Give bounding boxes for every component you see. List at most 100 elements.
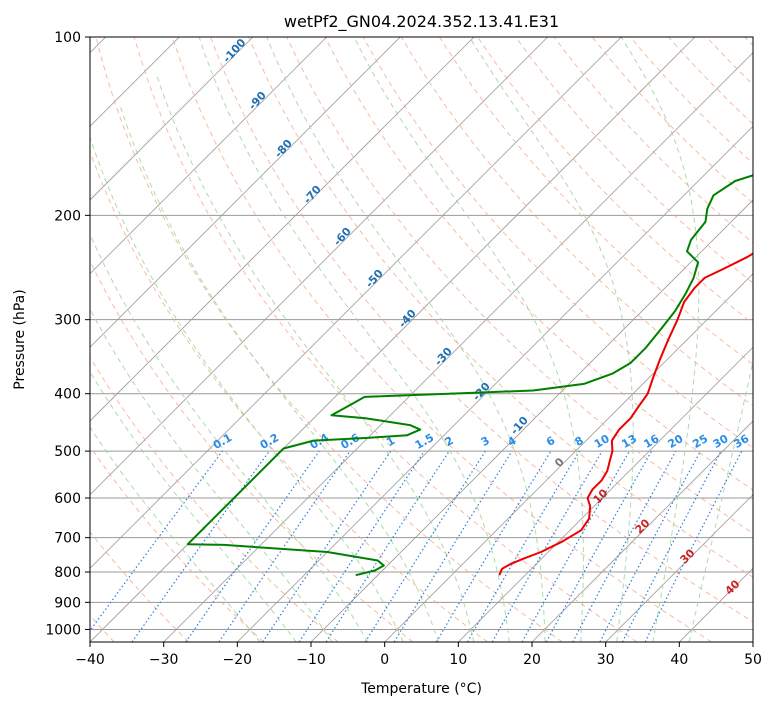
mixing-ratio-label: 1.5 — [413, 431, 436, 452]
mixing-ratio-line — [599, 450, 702, 642]
dry-adiabat-line — [90, 259, 414, 642]
mixing-ratio-line — [644, 450, 743, 642]
moist-adiabat-line — [620, 37, 700, 642]
mixing-ratio-label: 30 — [711, 432, 731, 451]
moist-adiabat-line — [90, 370, 297, 642]
mixing-ratio-line — [521, 450, 631, 642]
dry-adiabat-label: -30 — [432, 345, 455, 369]
x-axis-label: Temperature (°C) — [360, 681, 482, 697]
x-tick-label: −30 — [149, 652, 179, 668]
mixing-ratio-line — [218, 450, 351, 642]
mixing-ratio-line — [90, 450, 223, 632]
dry-adiabat-line — [248, 37, 753, 578]
x-tick-label: 50 — [744, 652, 762, 668]
mixing-ratio-line — [262, 450, 392, 642]
mixing-ratio-line — [393, 450, 513, 642]
y-tick-label: 1000 — [45, 622, 81, 638]
mixing-ratio-label: 3 — [479, 434, 492, 449]
y-tick-label: 400 — [54, 387, 81, 403]
moist-adiabat-line — [119, 104, 439, 642]
dry-adiabat-label: -70 — [301, 183, 324, 207]
x-tick-label: 30 — [597, 652, 615, 668]
mixing-ratio-label: 0.6 — [338, 431, 362, 452]
dry-adiabat-line — [90, 356, 339, 642]
x-tick-label: 20 — [523, 652, 541, 668]
moist-adiabat-line — [266, 37, 546, 642]
mixing-ratio-line — [131, 450, 270, 642]
isotherm-line — [90, 37, 475, 422]
x-tick-label: −20 — [223, 652, 253, 668]
mixing-ratio-line — [298, 450, 425, 642]
dry-adiabat-line — [515, 37, 753, 284]
dry-adiabat-line — [477, 37, 753, 325]
dry-adiabat-line — [438, 37, 753, 366]
y-tick-label: 800 — [54, 565, 81, 581]
moist-adiabat-label: 20 — [633, 516, 653, 536]
moist-adiabat-line — [688, 358, 753, 642]
isotherm-line — [531, 420, 753, 642]
dry-adiabat-label: -100 — [220, 36, 248, 65]
moist-adiabat-line — [90, 426, 261, 642]
dry-adiabat-label: -60 — [331, 225, 354, 249]
x-tick-label: −40 — [75, 652, 105, 668]
moist-adiabat-line — [353, 37, 584, 642]
y-axis-ticks: 100 200 300 400 500 600 700 800 900 1000 — [45, 30, 90, 638]
x-axis-ticks: −40 −30 −20 −10 0 10 20 30 40 50 — [75, 642, 762, 668]
moist-adiabat-label: 0 — [552, 455, 567, 470]
y-axis-label: Pressure (hPa) — [12, 289, 28, 389]
isotherm-line — [605, 494, 753, 642]
dry-adiabat-label: -90 — [246, 89, 269, 113]
moist-adiabat-line — [155, 72, 475, 642]
dry-adiabat-line — [553, 37, 753, 244]
dry-adiabat-line — [95, 37, 563, 642]
dry-adiabat-line — [90, 445, 264, 642]
isotherm-line — [752, 641, 753, 642]
isotherm-line — [90, 37, 327, 275]
isobar-lines — [90, 37, 753, 630]
dry-adiabat-label: -40 — [396, 307, 419, 331]
y-tick-label: 500 — [54, 444, 81, 460]
dry-adiabat-line — [171, 37, 712, 642]
moist-adiabat-lines — [90, 37, 753, 642]
moist-adiabat-line — [90, 308, 333, 642]
isotherm-line — [90, 37, 622, 569]
temperature-profile-line — [498, 252, 753, 576]
mixing-ratio-line — [545, 450, 653, 642]
dry-adiabat-label: -80 — [272, 137, 295, 161]
plot-area: 0.1 0.2 0.4 0.6 1 1.5 2 3 4 6 8 10 13 16 20 25 30 36-100-… — [90, 36, 753, 642]
moist-adiabat-line — [90, 135, 404, 642]
mixing-ratio-line — [572, 450, 677, 642]
chart-title: wetPf2_GN04.2024.352.13.41.E31 — [284, 12, 559, 32]
y-tick-label: 200 — [54, 208, 81, 224]
mixing-ratio-lines — [90, 450, 743, 642]
x-tick-label: 10 — [449, 652, 467, 668]
x-tick-label: −10 — [296, 652, 326, 668]
dry-adiabat-line — [706, 37, 753, 86]
dry-adiabat-lines — [90, 37, 753, 642]
dry-adiabat-line — [133, 37, 638, 642]
mixing-ratio-line — [185, 450, 320, 642]
dry-adiabat-line — [90, 150, 488, 642]
isotherm-line — [458, 346, 753, 642]
moist-adiabat-label: 30 — [678, 546, 698, 566]
mixing-ratio-label: 8 — [573, 434, 586, 449]
mixing-ratio-line — [435, 450, 552, 642]
dewpoint-profile-line — [186, 174, 753, 577]
moist-adiabat-label: 40 — [723, 577, 743, 597]
x-tick-label: 40 — [670, 652, 688, 668]
isotherm-line — [90, 37, 548, 496]
mixing-ratio-label: 2 — [443, 434, 456, 449]
dry-adiabat-label: -50 — [363, 267, 386, 291]
mixing-ratio-label: 0.1 — [211, 431, 234, 452]
isotherm-lines — [90, 37, 753, 642]
isotherm-line — [679, 567, 753, 642]
dry-adiabat-line — [744, 37, 753, 47]
dry-adiabat-line — [286, 37, 753, 534]
dry-adiabat-line — [210, 37, 753, 623]
y-tick-label: 700 — [54, 531, 81, 547]
plot-frame — [89, 36, 754, 643]
mixing-ratio-label: 13 — [619, 432, 639, 451]
sounding-profiles — [186, 174, 753, 577]
y-tick-label: 300 — [54, 313, 81, 329]
